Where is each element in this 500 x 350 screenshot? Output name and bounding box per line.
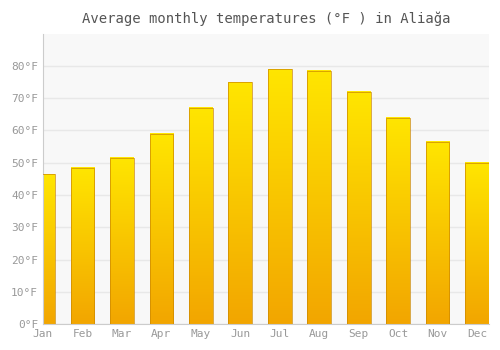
Bar: [465, 163, 489, 324]
Bar: [189, 108, 212, 324]
Title: Average monthly temperatures (°F ) in Aliağa: Average monthly temperatures (°F ) in Al…: [82, 11, 450, 26]
Bar: [386, 118, 410, 324]
Bar: [308, 71, 331, 324]
Bar: [110, 158, 134, 324]
Bar: [426, 142, 450, 324]
Bar: [70, 168, 94, 324]
Bar: [31, 174, 55, 324]
Bar: [150, 134, 173, 324]
Bar: [268, 69, 291, 324]
Bar: [228, 82, 252, 324]
Bar: [347, 92, 370, 324]
